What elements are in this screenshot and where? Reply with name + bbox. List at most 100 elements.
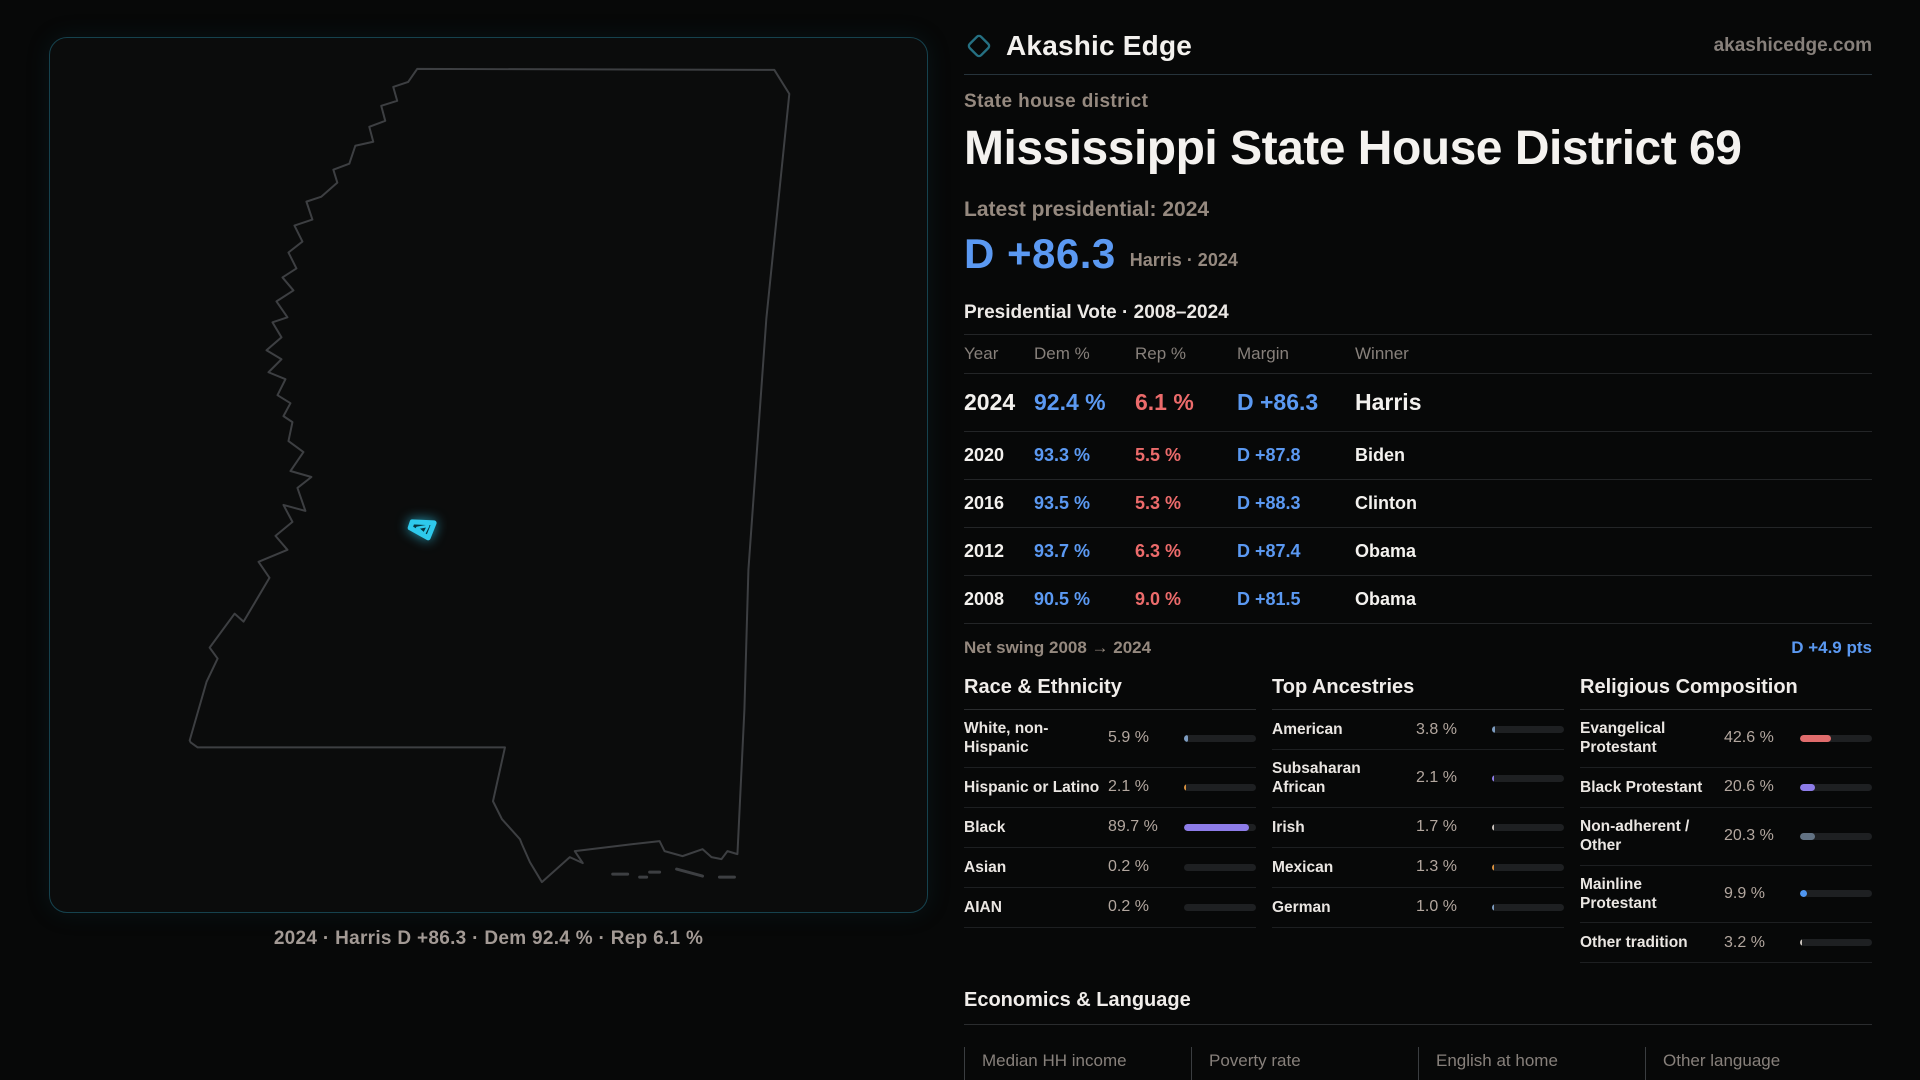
demo-bar xyxy=(1492,774,1564,782)
mississippi-map xyxy=(188,67,791,884)
header-divider xyxy=(964,74,1872,75)
demo-row: AIAN 0.2 % xyxy=(964,888,1256,928)
stat-card: Other language2.0 % xyxy=(1645,1047,1872,1080)
demo-bar-fill xyxy=(1492,774,1494,782)
demo-bar-fill xyxy=(1800,939,1802,947)
dem-cell: 93.3 % xyxy=(1034,445,1091,465)
district-highlight[interactable] xyxy=(407,519,437,541)
margin-cell: D +87.8 xyxy=(1237,445,1301,465)
vote-table-header: Year Dem % Rep % Margin Winner xyxy=(964,334,1872,374)
district-report: Akashic Edge akashicedge.com State house… xyxy=(964,30,1872,1080)
demo-label: Subsaharan African xyxy=(1272,760,1361,797)
headline-margin: D +86.3 Harris · 2024 xyxy=(964,230,1872,278)
site-domain[interactable]: akashicedge.com xyxy=(1713,35,1872,56)
net-swing-value: D +4.9 pts xyxy=(1791,638,1872,657)
demo-row: Hispanic or Latino 2.1 % xyxy=(964,768,1256,808)
vote-table-title: Presidential Vote · 2008–2024 xyxy=(964,302,1229,323)
stat-card: English at home98.0 % xyxy=(1418,1047,1645,1080)
demo-label: White, non-Hispanic xyxy=(964,720,1049,757)
demo-bar xyxy=(1184,903,1256,911)
dem-cell: 93.5 % xyxy=(1034,493,1091,513)
winner-cell: Obama xyxy=(1355,589,1417,609)
year-cell: 2008 xyxy=(964,589,1005,609)
economics-stats: Median HH income$32,705Poverty rate37.7 … xyxy=(964,1047,1872,1080)
demo-row: Subsaharan African 2.1 % xyxy=(1272,750,1564,808)
margin-caption: Harris · 2024 xyxy=(1129,250,1238,270)
demo-value: 0.2 % xyxy=(1108,898,1149,916)
demo-row: Black Protestant 20.6 % xyxy=(1580,768,1872,808)
demo-value: 3.2 % xyxy=(1724,933,1765,951)
demo-label: Evangelical Protestant xyxy=(1580,720,1666,757)
vote-table: Year Dem % Rep % Margin Winner 2024 92.4 % 6.1 … xyxy=(964,334,1872,624)
demo-value: 3.8 % xyxy=(1416,720,1457,738)
demo-bar-fill xyxy=(1184,734,1188,742)
year-cell: 2012 xyxy=(964,541,1005,561)
demo-row: Irish 1.7 % xyxy=(1272,808,1564,848)
demo-label: Black Protestant xyxy=(1580,778,1703,796)
demo-label: Other tradition xyxy=(1580,934,1688,952)
demo-section-title: Religious Composition xyxy=(1580,676,1872,710)
demo-label: AIAN xyxy=(964,898,1002,916)
demo-bar-fill xyxy=(1800,783,1815,791)
demo-label: Irish xyxy=(1272,818,1305,836)
latest-presidential-label: Latest presidential: 2024 xyxy=(964,198,1210,221)
demo-bar xyxy=(1184,734,1256,742)
winner-cell: Biden xyxy=(1355,445,1406,465)
dem-cell: 92.4 % xyxy=(1034,389,1106,415)
demo-bar xyxy=(1492,903,1564,911)
demo-label: Black xyxy=(964,818,1006,836)
economics-title: Economics & Language xyxy=(964,989,1872,1026)
demo-label: Asian xyxy=(964,858,1007,876)
demo-row: Evangelical Protestant 42.6 % xyxy=(1580,710,1872,768)
demo-bar xyxy=(1184,823,1256,831)
rep-cell: 6.1 % xyxy=(1135,389,1194,415)
demo-value: 42.6 % xyxy=(1724,729,1774,747)
demo-row: Non-adherent / Other 20.3 % xyxy=(1580,808,1872,866)
year-cell: 2020 xyxy=(964,445,1005,465)
vote-table-row: 2008 90.5 % 9.0 % D +81.5 Obama xyxy=(964,576,1872,624)
demo-row: Black 89.7 % xyxy=(964,808,1256,848)
vote-table-row: 2016 93.5 % 5.3 % D +88.3 Clinton xyxy=(964,480,1872,528)
demo-row: White, non-Hispanic 5.9 % xyxy=(964,710,1256,768)
demo-bar-fill xyxy=(1492,823,1494,831)
demo-section-ancestries: Top Ancestries American 3.8 % Subsaharan Af… xyxy=(1272,676,1564,963)
margin-cell: D +87.4 xyxy=(1237,541,1301,561)
kicker: State house district xyxy=(964,91,1149,112)
barrier-islands xyxy=(611,867,736,879)
stat-label: English at home xyxy=(1436,1051,1558,1071)
demo-row: American 3.8 % xyxy=(1272,710,1564,750)
demo-value: 9.9 % xyxy=(1724,884,1765,902)
demo-bar xyxy=(1492,726,1564,733)
vote-table-column: Winner xyxy=(1355,344,1409,363)
demo-row: Other tradition 3.2 % xyxy=(1580,923,1872,964)
rep-cell: 9.0 % xyxy=(1135,589,1182,609)
demo-bar xyxy=(1800,939,1872,947)
demo-row: Mainline Protestant 9.9 % xyxy=(1580,866,1872,924)
demo-bar xyxy=(1492,863,1564,871)
demo-value: 0.2 % xyxy=(1108,858,1149,876)
demo-label: Mexican xyxy=(1272,858,1334,876)
demo-bar xyxy=(1800,783,1872,791)
margin-cell: D +81.5 xyxy=(1237,589,1301,609)
stat-card: Median HH income$32,705 xyxy=(964,1047,1191,1080)
demo-bar-fill xyxy=(1800,890,1807,898)
demo-value: 1.7 % xyxy=(1416,818,1457,836)
vote-table-column: Year xyxy=(964,344,999,363)
margin-cell: D +88.3 xyxy=(1237,493,1301,513)
net-swing-label: Net swing 2008 → 2024 xyxy=(964,638,1152,657)
demo-bar-fill xyxy=(1492,863,1494,871)
demo-value: 20.6 % xyxy=(1724,778,1774,796)
demo-row: Mexican 1.3 % xyxy=(1272,848,1564,888)
demo-bar-fill xyxy=(1184,783,1186,791)
demo-row: Asian 0.2 % xyxy=(964,848,1256,888)
dem-cell: 90.5 % xyxy=(1034,589,1091,609)
demo-bar-fill xyxy=(1492,726,1495,733)
demo-value: 20.3 % xyxy=(1724,827,1774,845)
year-cell: 2024 xyxy=(964,389,1016,415)
dem-cell: 93.7 % xyxy=(1034,541,1091,561)
demo-label: German xyxy=(1272,898,1331,916)
demo-bar xyxy=(1492,823,1564,831)
stat-label: Poverty rate xyxy=(1209,1051,1301,1071)
demo-row: German 1.0 % xyxy=(1272,888,1564,928)
vote-table-row: 2020 93.3 % 5.5 % D +87.8 Biden xyxy=(964,432,1872,480)
